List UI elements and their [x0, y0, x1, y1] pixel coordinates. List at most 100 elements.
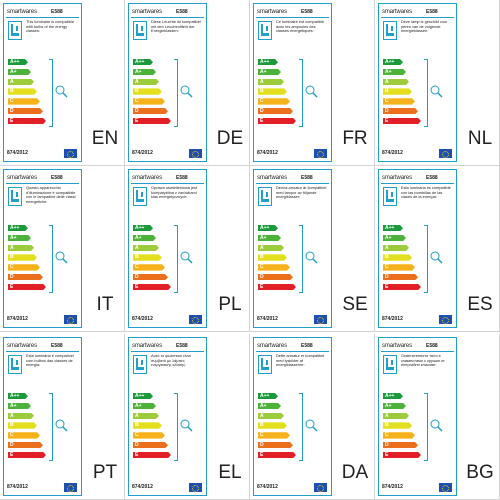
label-cell-fr: smartwares E588 Ce luminaire est compatibl… [250, 0, 375, 166]
brand-row: smartwares E588 [132, 8, 204, 16]
energy-class-bar-b: B [133, 88, 162, 94]
energy-class-bar-aplus: A+ [133, 69, 156, 75]
energy-class-bar-e: E [133, 284, 171, 290]
divider [256, 351, 329, 352]
energy-class-bar-aplusplus: A++ [258, 225, 278, 231]
brand-name: smartwares [132, 175, 163, 181]
energy-class-bar-a: A [258, 79, 284, 85]
class-range-bracket [49, 393, 53, 461]
class-range-bracket [174, 225, 178, 293]
energy-class-bar-aplusplus: A++ [383, 59, 403, 65]
energy-class-bar-c: C [8, 264, 40, 270]
energy-class-bar-c: C [133, 264, 165, 270]
regulation-number: 874/2012 [257, 484, 278, 490]
energy-label-card: smartwares E588 Осветителното тяло е съвме… [378, 337, 457, 496]
energy-class-bar-aplus: A+ [258, 235, 281, 241]
class-range-bracket [174, 59, 178, 127]
label-cell-en: smartwares E588 This luminaire is compatib… [0, 0, 125, 166]
brand-name: smartwares [382, 9, 413, 15]
label-cell-de: smartwares E588 Diese Leuchte ist kompatib… [125, 0, 250, 166]
energy-class-bar-d: D [383, 108, 418, 114]
bulb-icon [54, 418, 70, 434]
energy-class-bar-c: C [383, 432, 415, 438]
divider [381, 17, 454, 18]
language-code: EN [91, 128, 119, 149]
model-number: E588 [426, 175, 438, 181]
eu-flag-icon [314, 315, 327, 324]
energy-class-bar-c: C [8, 432, 40, 438]
compatibility-text: Denna armatur är kompatibel med lampor a… [276, 185, 327, 200]
compatibility-text: Questo apparecchio d'illuminazione è com… [26, 185, 76, 204]
energy-class-bar-aplusplus: A++ [133, 59, 153, 65]
language-code: IT [96, 294, 114, 315]
energy-label-card: smartwares E588 Deze lamp is geschikt voor… [378, 3, 457, 162]
brand-row: smartwares E588 [7, 342, 79, 350]
energy-class-bar-b: B [8, 254, 37, 260]
language-code: PT [92, 462, 118, 483]
bulb-icon [179, 84, 195, 100]
energy-label-card: smartwares E588 Αυτό το φωτιστικό είναι συ… [128, 337, 207, 496]
divider [381, 183, 454, 184]
language-code: NL [467, 128, 493, 149]
brand-name: smartwares [257, 343, 288, 349]
energy-class-bar-aplus: A+ [8, 403, 31, 409]
compatibility-text: Dette armatur er kompatibel med lyskilde… [276, 353, 325, 368]
brand-row: smartwares E588 [257, 342, 329, 350]
brand-row: smartwares E588 [382, 174, 454, 182]
regulation-number: 874/2012 [382, 484, 403, 490]
energy-class-bar-e: E [8, 284, 46, 290]
regulation-number: 874/2012 [257, 150, 278, 156]
energy-class-bar-d: D [383, 442, 418, 448]
label-cell-el: smartwares E588 Αυτό το φωτιστικό είναι συ… [125, 334, 250, 500]
model-number: E588 [301, 175, 313, 181]
divider [6, 351, 79, 352]
energy-class-bar-d: D [8, 274, 43, 280]
brand-name: smartwares [7, 9, 38, 15]
energy-class-bar-b: B [133, 254, 162, 260]
energy-class-bar-aplus: A+ [383, 69, 406, 75]
class-range-bracket [49, 59, 53, 127]
energy-class-bar-d: D [8, 442, 43, 448]
energy-class-bar-a: A [258, 413, 284, 419]
energy-class-bar-aplusplus: A++ [258, 59, 278, 65]
energy-label-card: smartwares E588 Oprawa oświetleniowa jest … [128, 169, 207, 328]
brand-name: smartwares [7, 343, 38, 349]
energy-class-bar-e: E [383, 452, 421, 458]
class-range-bracket [299, 393, 303, 461]
energy-class-bar-b: B [258, 88, 287, 94]
energy-class-bar-aplusplus: A++ [8, 393, 28, 399]
energy-class-bar-b: B [383, 88, 412, 94]
model-number: E588 [176, 175, 188, 181]
brand-row: smartwares E588 [132, 342, 204, 350]
eu-flag-icon [64, 315, 77, 324]
class-range-bracket [424, 59, 428, 127]
model-number: E588 [51, 9, 63, 15]
class-range-bracket [49, 225, 53, 293]
lamp-icon [383, 21, 397, 40]
class-range-bracket [174, 393, 178, 461]
divider [381, 351, 454, 352]
energy-class-bar-aplusplus: A++ [133, 225, 153, 231]
energy-class-bar-a: A [383, 79, 409, 85]
divider [131, 351, 204, 352]
eu-flag-icon [439, 315, 452, 324]
model-number: E588 [301, 343, 313, 349]
brand-row: smartwares E588 [7, 174, 79, 182]
energy-class-bar-e: E [258, 452, 296, 458]
bulb-icon [429, 250, 445, 266]
energy-class-bar-c: C [258, 98, 290, 104]
class-range-bracket [424, 225, 428, 293]
energy-class-bar-e: E [133, 452, 171, 458]
energy-class-bar-c: C [258, 264, 290, 270]
energy-class-bar-a: A [8, 79, 34, 85]
eu-flag-icon [64, 149, 77, 158]
lamp-icon [133, 21, 147, 40]
divider [256, 183, 329, 184]
model-number: E588 [426, 343, 438, 349]
energy-class-bar-a: A [8, 413, 34, 419]
energy-class-bar-e: E [133, 118, 171, 124]
energy-class-bar-aplusplus: A++ [383, 393, 403, 399]
label-cell-se: smartwares E588 Denna armatur är kompatibe… [250, 166, 375, 332]
energy-class-bar-d: D [258, 442, 293, 448]
energy-class-bar-a: A [258, 245, 284, 251]
